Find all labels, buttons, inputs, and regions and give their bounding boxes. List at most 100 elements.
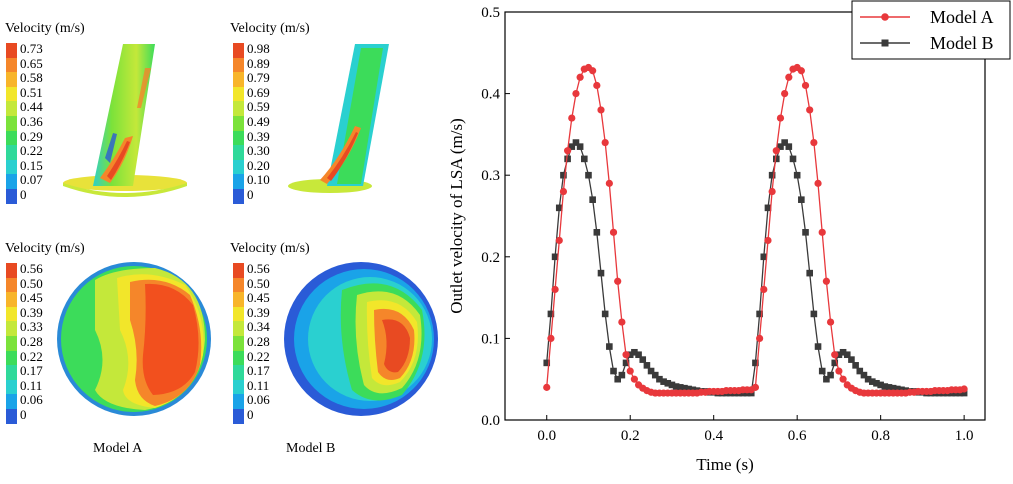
data-point xyxy=(764,236,772,245)
colorbar-label: 0.22 xyxy=(20,348,43,364)
data-point xyxy=(752,359,759,367)
x-tick-label: 0.2 xyxy=(621,428,640,444)
velocity-contour-model-b-side xyxy=(288,44,389,193)
colorbar-label: 0.22 xyxy=(20,143,43,159)
data-point xyxy=(551,285,559,294)
y-tick-label: 0.5 xyxy=(481,5,500,21)
data-point xyxy=(751,383,760,391)
colorbar-label: 0.44 xyxy=(20,99,43,115)
colorbar-label: 0.29 xyxy=(20,128,43,144)
y-tick-label: 0.4 xyxy=(481,87,500,103)
data-point xyxy=(760,285,768,294)
data-point xyxy=(806,269,813,277)
colorbar-title: Velocity (m/s) xyxy=(230,21,310,36)
colorbar-title: Velocity (m/s) xyxy=(5,241,85,256)
data-point xyxy=(547,334,555,342)
colorbar-swatch xyxy=(233,292,244,308)
data-point xyxy=(614,375,621,383)
colorbar-label: 0.45 xyxy=(247,290,270,306)
colorbar-label: 0.56 xyxy=(20,261,43,276)
colorbar-label: 0.50 xyxy=(247,275,270,291)
data-point xyxy=(543,359,551,367)
data-point xyxy=(873,379,880,387)
data-point xyxy=(614,277,622,285)
y-tick-label: 0.3 xyxy=(481,168,500,184)
colorbar-swatch xyxy=(233,336,244,352)
colorbar-swatch xyxy=(6,321,17,337)
data-point xyxy=(869,378,876,385)
outlet-velocity-chart: 0.0 0.2 0.4 0.6 0.8 1.0 0.0 0.1 0.2 0.3 0.4 0.5 Time… xyxy=(447,0,1011,474)
data-point xyxy=(823,375,830,383)
data-point xyxy=(601,138,609,147)
x-tick-label: 0.6 xyxy=(788,428,807,444)
data-point xyxy=(589,67,597,75)
data-point xyxy=(802,229,809,236)
colorbar-swatch xyxy=(6,394,17,410)
wall-jet-region xyxy=(137,68,151,108)
data-point xyxy=(635,351,642,359)
colorbar-label: 0.10 xyxy=(247,172,270,188)
contour-tube xyxy=(93,44,155,186)
data-point xyxy=(568,143,576,150)
colorbar-swatch xyxy=(233,86,244,102)
data-point xyxy=(664,379,672,387)
colorbar-label: 0.07 xyxy=(20,172,43,188)
data-point xyxy=(597,269,605,277)
colorbar-swatch xyxy=(6,116,17,132)
data-point xyxy=(768,187,776,196)
data-point xyxy=(885,384,893,391)
data-point xyxy=(656,375,663,383)
data-point xyxy=(848,356,855,363)
data-point xyxy=(643,362,651,369)
data-point xyxy=(559,187,568,196)
data-point xyxy=(806,106,814,114)
colorbar-label: 0 xyxy=(20,187,27,202)
data-point xyxy=(610,367,617,375)
data-point xyxy=(555,204,563,212)
colorbar-label: 0.28 xyxy=(20,334,43,349)
data-point xyxy=(605,179,613,187)
data-point xyxy=(835,367,843,375)
peak-velocity-region xyxy=(382,319,410,373)
colorbar-swatch xyxy=(233,72,244,88)
colorbar-swatch xyxy=(6,306,17,322)
data-point xyxy=(852,362,859,369)
colorbar-label: 0.39 xyxy=(247,304,270,320)
colorbar-label: 0.06 xyxy=(247,392,270,408)
colorbar-swatch xyxy=(233,350,244,366)
data-point xyxy=(831,359,839,367)
y-tick-label: 0.0 xyxy=(481,413,500,429)
data-point xyxy=(810,138,818,147)
colorbar-label: 0.20 xyxy=(247,157,270,173)
colorbar-label: 0.50 xyxy=(20,275,43,291)
data-point xyxy=(576,143,584,150)
colorbar-label: 0.11 xyxy=(20,377,43,393)
colorbar-label: 0.49 xyxy=(247,114,270,129)
colorbar-label: 0 xyxy=(247,407,254,422)
colorbar-label: 0.34 xyxy=(247,319,270,335)
colorbar-label: 0.39 xyxy=(20,304,43,320)
legend-marker xyxy=(881,13,889,21)
data-point xyxy=(677,384,684,391)
data-point xyxy=(798,196,805,203)
colorbar-swatch xyxy=(6,350,17,366)
data-point xyxy=(818,228,826,236)
colorbar-swatch xyxy=(6,336,17,352)
data-point xyxy=(564,155,571,163)
colorbar-swatch xyxy=(233,277,244,293)
data-point xyxy=(785,143,793,150)
data-point xyxy=(572,139,580,146)
data-point xyxy=(864,375,872,383)
velocity-contour-model-a-side xyxy=(63,44,187,197)
data-point xyxy=(606,343,613,350)
data-point xyxy=(560,171,567,179)
peak-velocity-region xyxy=(107,141,130,180)
data-point xyxy=(756,334,764,342)
data-point xyxy=(839,348,847,356)
colorbar-swatch xyxy=(6,43,17,59)
data-point xyxy=(568,114,576,122)
velocity-contour-model-a-section xyxy=(57,262,211,416)
data-point xyxy=(618,371,626,379)
model-label: Model B xyxy=(286,441,336,456)
colorbar-label: 0.17 xyxy=(247,363,270,379)
